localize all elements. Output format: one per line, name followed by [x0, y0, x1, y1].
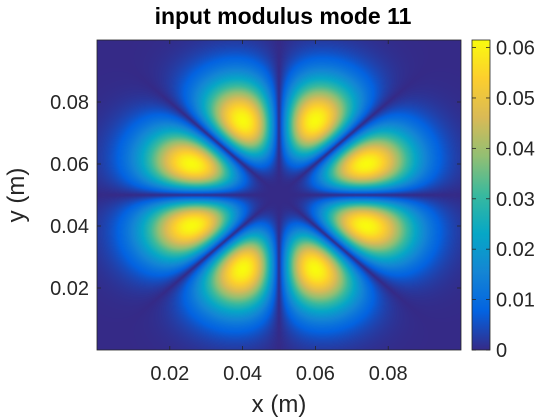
heatmap-image [97, 40, 461, 350]
colorbar-tick-label: 0.04 [496, 138, 535, 160]
x-axis-label: x (m) [252, 391, 307, 418]
y-tick-label: 0.08 [50, 92, 89, 114]
x-axis-ticks: 0.02 0.04 0.06 0.08 [150, 40, 408, 385]
y-tick-label: 0.04 [50, 216, 89, 238]
y-axis-label: y (m) [3, 168, 30, 223]
plot-area [96, 39, 462, 351]
colorbar-scale [471, 39, 491, 351]
x-tick-label: 0.04 [223, 363, 262, 385]
x-tick-label: 0.06 [296, 363, 335, 385]
colorbar-tick-label: 0.05 [496, 88, 535, 110]
colorbar-tick-label: 0.01 [496, 290, 535, 312]
x-tick-label: 0.02 [150, 363, 189, 385]
chart-title: input modulus mode 11 [155, 3, 412, 29]
colorbar: 0 0.01 0.02 0.03 0.04 0.05 0.06 [471, 38, 535, 362]
y-axis-ticks: 0.02 0.04 0.06 0.08 [50, 92, 461, 300]
plot-frame [96, 39, 462, 351]
y-tick-label: 0.06 [50, 154, 89, 176]
colorbar-ticks: 0 0.01 0.02 0.03 0.04 0.05 0.06 [472, 38, 535, 362]
colorbar-tick-label: 0.02 [496, 239, 535, 261]
y-tick-label: 0.02 [50, 278, 89, 300]
colorbar-tick-label: 0.03 [496, 189, 535, 211]
x-tick-label: 0.08 [369, 363, 408, 385]
colorbar-tick-label: 0 [496, 340, 507, 362]
colorbar-tick-label: 0.06 [496, 38, 535, 60]
